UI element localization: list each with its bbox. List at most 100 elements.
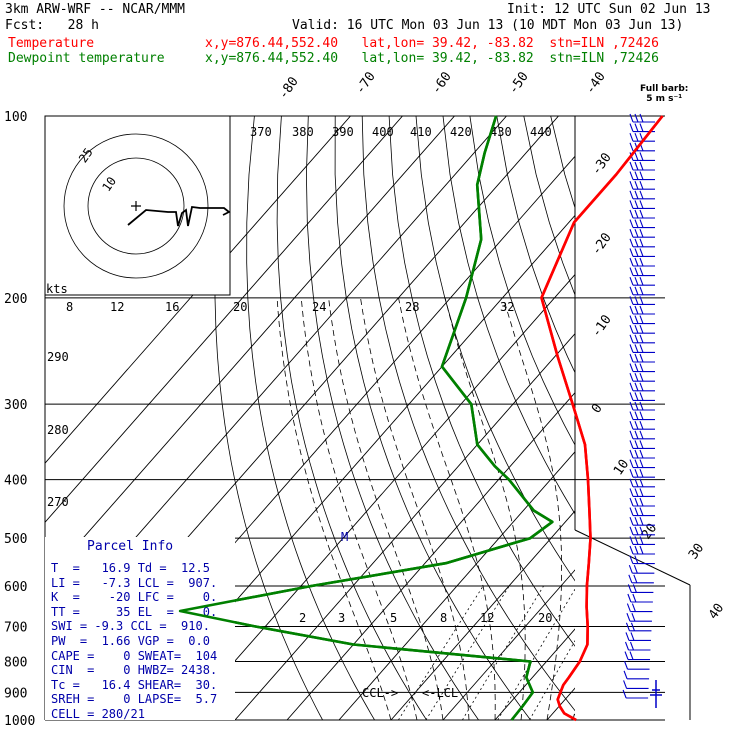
barb-flag	[629, 449, 634, 459]
barb-flag	[639, 363, 644, 372]
barb-flag	[634, 363, 639, 372]
barb-flag	[629, 497, 634, 507]
wind-barb	[624, 641, 651, 651]
barb-flag	[629, 488, 634, 497]
barb-flag	[634, 171, 639, 180]
wind-barb	[629, 229, 655, 238]
isotherm-label: -40	[583, 69, 609, 97]
barb-flag	[628, 574, 633, 583]
barb-key: Full barb: 5 m s⁻¹	[640, 84, 688, 104]
hodo-speed-label: 16	[165, 300, 179, 314]
barb-flag	[639, 411, 644, 420]
barb-flag	[629, 267, 634, 276]
barb-flag	[629, 248, 634, 257]
isotherm-label: 0	[589, 401, 606, 416]
dewpoint-location: x,y=876.44,552.40 lat,lon= 39.42, -83.82…	[205, 51, 659, 66]
wind-barb	[627, 593, 653, 603]
barb-flag	[634, 373, 639, 382]
barb-flag	[634, 545, 639, 555]
isotherm-label: -20	[589, 230, 615, 258]
wind-barb	[629, 449, 655, 459]
wind-barb	[624, 651, 651, 661]
barb-flag	[629, 517, 634, 526]
mixing-ratio-label: 5	[390, 611, 397, 625]
parcel-info-row: K = -20 LFC = 0.	[51, 590, 218, 605]
barb-flag	[629, 401, 634, 411]
barb-flag	[634, 440, 639, 449]
barb-flag	[639, 305, 644, 315]
pressure-tick-label: 500	[4, 532, 27, 547]
barb-flag	[629, 545, 634, 555]
barb-flag	[629, 209, 634, 219]
isotherm-line	[599, 116, 740, 720]
barb-flag	[634, 257, 639, 267]
isotherm-label: -30	[589, 150, 615, 178]
barb-flag	[634, 507, 639, 516]
isotherm-line	[651, 116, 740, 720]
barb-flag	[639, 344, 644, 353]
wind-barb	[629, 286, 655, 296]
barb-flag	[629, 171, 634, 180]
barb-flag	[634, 219, 639, 228]
barb-flag	[631, 613, 636, 622]
theta-label: 440	[530, 125, 552, 139]
barb-flag	[634, 401, 639, 411]
theta-label: 380	[292, 125, 314, 139]
barb-flag	[639, 497, 644, 507]
wind-barb	[628, 574, 654, 584]
barb-flag	[629, 469, 634, 478]
barb-flag	[639, 133, 644, 142]
barb-flag	[629, 190, 634, 199]
barb-flag	[634, 277, 639, 286]
barb-flag	[639, 181, 644, 190]
parcel-info-row: T = 16.9 Td = 12.5	[51, 561, 210, 575]
barb-flag	[623, 670, 628, 679]
barb-flag	[629, 392, 634, 401]
wind-barb	[629, 469, 655, 478]
barb-flag	[639, 353, 644, 363]
wind-barb	[629, 459, 655, 469]
barb-flag	[628, 565, 633, 574]
barb-flag	[629, 277, 634, 286]
theta-label: 420	[450, 125, 472, 139]
barb-flag	[634, 113, 639, 123]
moist-adiabat	[625, 298, 735, 720]
wind-barb	[623, 680, 649, 689]
dewpoint-legend: Dewpoint temperature	[8, 51, 165, 66]
barb-flag	[634, 334, 639, 343]
barb-flag	[639, 277, 644, 286]
barb-flag	[634, 238, 639, 247]
isotherm-label: -10	[589, 312, 615, 340]
m-annotation: M	[341, 530, 348, 544]
barb-flag	[634, 123, 639, 132]
barb-flag	[634, 411, 639, 420]
wind-barb	[629, 305, 655, 315]
wind-barb	[629, 334, 655, 344]
barb-flag	[634, 382, 639, 391]
parcel-info-row: TT = 35 EL = 0.	[51, 604, 218, 619]
barb-flag	[634, 267, 639, 276]
barb-flag	[634, 517, 639, 526]
isotherm-line	[338, 451, 575, 720]
isotherm-label: -60	[429, 69, 455, 97]
isotherm-label: -50	[506, 69, 532, 97]
wind-barb	[629, 142, 655, 152]
barb-flag	[629, 133, 634, 142]
wind-barb	[629, 421, 655, 430]
moist-adiabat	[276, 297, 392, 720]
wind-barb	[629, 248, 655, 257]
wind-barb	[629, 219, 655, 229]
wind-barb	[629, 545, 655, 555]
isotherm-line	[234, 332, 575, 720]
barb-flag	[629, 334, 634, 343]
barb-flag	[634, 181, 639, 190]
wind-barb	[629, 392, 655, 401]
pressure-tick-label: 1000	[4, 714, 35, 729]
wind-barb	[629, 411, 655, 421]
barb-flag	[634, 152, 639, 161]
barb-flag	[624, 641, 630, 651]
parcel-info-row: SREH = 0 LAPSE= 5.7	[51, 692, 218, 707]
barb-flag	[639, 190, 644, 199]
hodo-speed-label: 28	[405, 300, 419, 314]
theta-label: 290	[47, 350, 69, 364]
